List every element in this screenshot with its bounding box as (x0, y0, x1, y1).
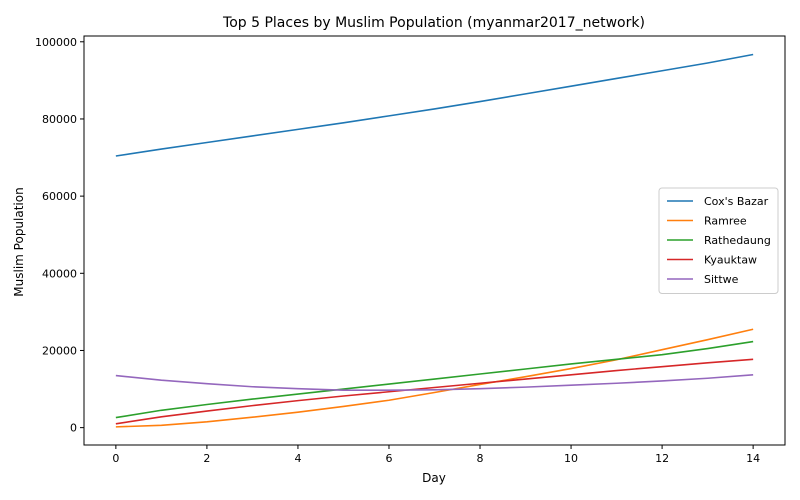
legend-label-3: Kyauktaw (704, 254, 757, 267)
legend-box (658, 187, 779, 294)
y-tick-label-40000: 40000 (42, 267, 77, 280)
series-line-3 (115, 358, 754, 425)
x-tick-label-4: 4 (294, 452, 301, 465)
y-tick-label-100000: 100000 (35, 36, 77, 49)
x-tick-label-12: 12 (655, 452, 669, 465)
y-tick-label-80000: 80000 (42, 113, 77, 126)
y-tick-label-60000: 60000 (42, 190, 77, 203)
x-axis-label: Day (422, 471, 446, 485)
legend-label-1: Ramree (704, 215, 747, 228)
x-tick-label-0: 0 (112, 452, 119, 465)
x-tick-label-14: 14 (746, 452, 760, 465)
plot-frame (83, 35, 786, 446)
x-tick-label-6: 6 (385, 452, 392, 465)
y-tick-label-20000: 20000 (42, 344, 77, 357)
series-line-1 (115, 328, 754, 428)
x-tick-label-10: 10 (564, 452, 578, 465)
series-line-2 (115, 340, 754, 419)
legend-label-2: Rathedaung (704, 234, 771, 247)
legend-label-4: Sittwe (704, 273, 739, 286)
x-tick-label-2: 2 (203, 452, 210, 465)
series-line-4 (115, 373, 754, 392)
series-line-0 (115, 53, 754, 157)
y-axis-label: Muslim Population (12, 187, 26, 296)
y-tick-label-0: 0 (70, 422, 77, 435)
x-tick-label-8: 8 (477, 452, 484, 465)
legend-label-0: Cox's Bazar (704, 195, 769, 208)
chart-title: Top 5 Places by Muslim Population (myanm… (222, 15, 645, 31)
